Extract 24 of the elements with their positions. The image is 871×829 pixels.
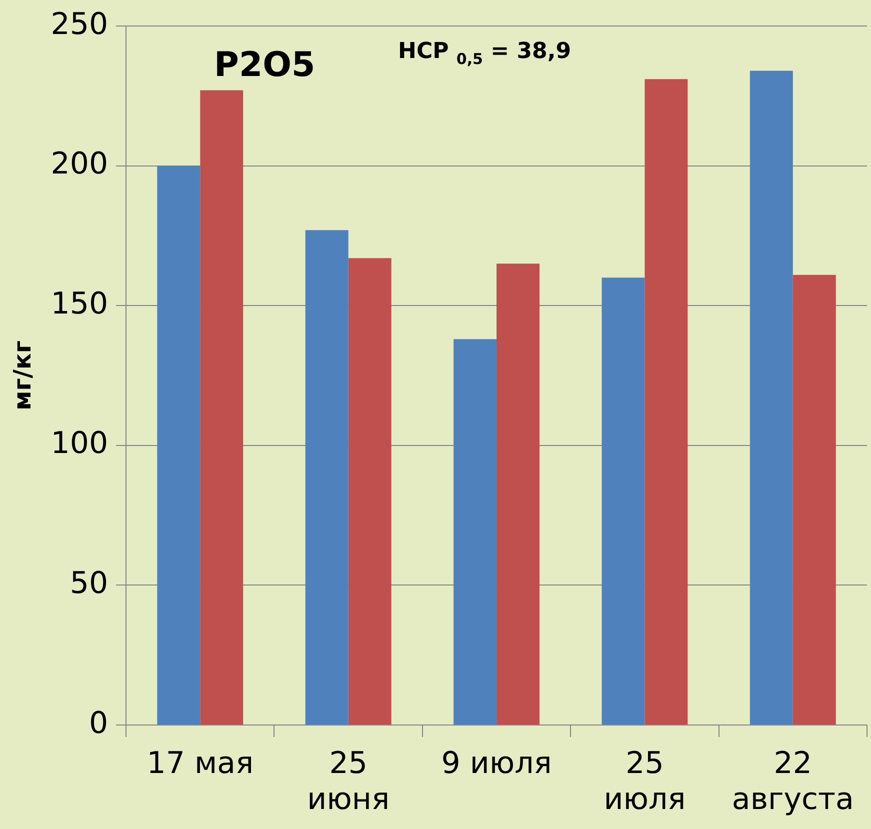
text: P2O5 xyxy=(214,45,316,85)
bar xyxy=(157,166,200,724)
x-tick-label: 9 июля xyxy=(441,746,552,781)
x-tick-label: 17 мая xyxy=(146,746,254,781)
bar xyxy=(792,274,836,724)
x-tick-label: 25 июня xyxy=(307,746,390,817)
bar xyxy=(454,339,497,724)
x-tick-label: 25 июля xyxy=(604,746,686,817)
y-axis-title: мг/кг xyxy=(8,340,37,410)
bar xyxy=(348,258,392,724)
x-tick-label: 22 августа xyxy=(732,746,854,817)
y-tick-label: 100 xyxy=(50,426,108,462)
y-tick-label: 50 xyxy=(70,566,108,601)
bar xyxy=(496,264,540,724)
y-tick-label: 150 xyxy=(50,286,108,322)
bar xyxy=(602,278,645,724)
y-tick-label: 200 xyxy=(50,146,108,182)
annotation: НСР 0,5 = 38,9 xyxy=(398,39,572,68)
y-tick-label: 250 xyxy=(50,6,108,42)
y-tick-label: 0 xyxy=(88,706,108,741)
bar xyxy=(200,90,244,724)
bar xyxy=(305,230,348,724)
bar xyxy=(644,79,688,724)
bar xyxy=(750,70,793,724)
